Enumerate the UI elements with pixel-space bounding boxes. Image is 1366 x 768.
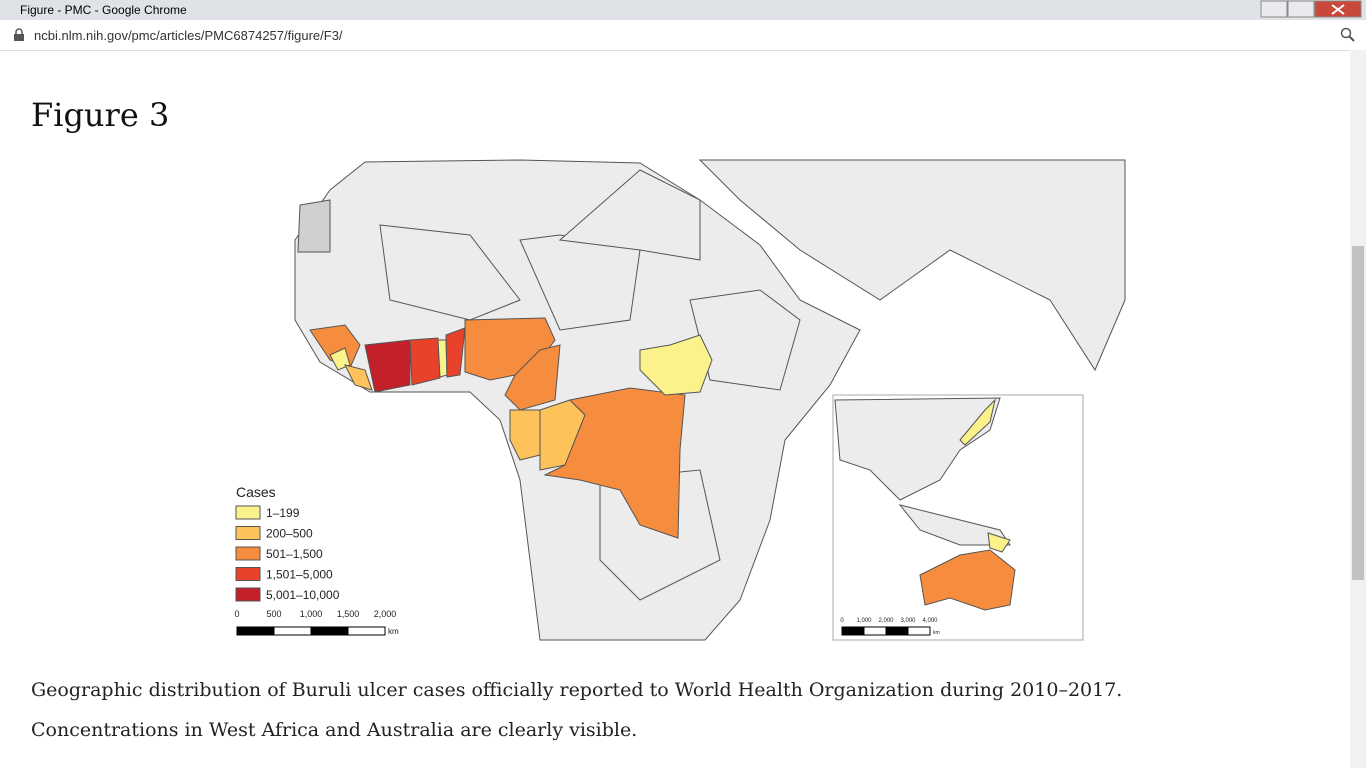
scale-label: 0: [234, 609, 239, 619]
country: [519, 234, 641, 331]
legend-swatch: [235, 526, 261, 540]
scale-unit: km: [388, 627, 399, 636]
scrollbar[interactable]: [1350, 50, 1366, 768]
country: [437, 339, 448, 378]
title-bar: Figure - PMC - Google Chrome: [0, 0, 1366, 20]
scale-segment: [841, 626, 865, 636]
scale-segment: [310, 626, 349, 636]
figure-heading: Figure 3: [31, 96, 170, 134]
country: [919, 549, 1016, 611]
country: [987, 532, 1011, 553]
country: [558, 169, 701, 261]
legend-label: 1–199: [266, 506, 300, 520]
country: [509, 409, 541, 461]
scale-label: 500: [266, 609, 281, 619]
maximize[interactable]: [1287, 0, 1315, 18]
scale-segment: [236, 626, 275, 636]
window-controls: [1260, 0, 1362, 18]
legend-label: 501–1,500: [266, 547, 323, 561]
country: [379, 224, 521, 321]
scale-label: 4,000: [922, 618, 938, 624]
scale-segment: [907, 626, 931, 636]
caption-line: Concentrations in West Africa and Austra…: [31, 719, 638, 741]
scale-unit: km: [933, 630, 940, 636]
scale-label: 2,000: [374, 609, 397, 619]
land: [898, 504, 1011, 546]
scale-label: 0: [840, 618, 844, 624]
legend-swatch: [235, 546, 261, 561]
scale-label: 1,000: [856, 618, 872, 624]
legend-label: 200–500: [266, 527, 313, 541]
country: [639, 334, 713, 396]
scale-label: 2,000: [878, 618, 894, 624]
scale-segment: [273, 626, 312, 636]
scale-label: 1,000: [300, 609, 323, 619]
land: [698, 159, 1126, 372]
scale-segment: [863, 626, 887, 636]
legend-label: 5,001–10,000: [266, 588, 340, 602]
url[interactable]: ncbi.nlm.nih.gov/pmc/articles/PMC6874257…: [34, 28, 343, 43]
lock-icon: [14, 28, 24, 41]
country: [364, 339, 411, 393]
country: [344, 364, 373, 391]
caption-line: Geographic distribution of Buruli ulcer …: [31, 679, 1123, 701]
minimize[interactable]: [1260, 0, 1288, 18]
country: [445, 327, 466, 378]
address-bar[interactable]: ncbi.nlm.nih.gov/pmc/articles/PMC6874257…: [0, 20, 1366, 51]
scale-label: 3,000: [900, 618, 916, 624]
legend-swatch: [235, 587, 261, 602]
land: [834, 397, 1001, 501]
scroll-thumb[interactable]: [1352, 246, 1364, 580]
legend-swatch: [235, 567, 261, 581]
country: [959, 398, 996, 446]
scale-segment: [885, 626, 909, 636]
legend-label: 1,501–5,000: [266, 568, 333, 582]
zoom-icon[interactable]: [1340, 27, 1356, 43]
legend-title: Cases: [236, 484, 276, 500]
country: [409, 337, 441, 386]
scale-segment: [347, 626, 386, 636]
scale-label: 1,500: [337, 609, 360, 619]
legend-swatch: [235, 505, 261, 520]
land: [297, 199, 331, 253]
window-title: Figure - PMC - Google Chrome: [20, 3, 187, 17]
